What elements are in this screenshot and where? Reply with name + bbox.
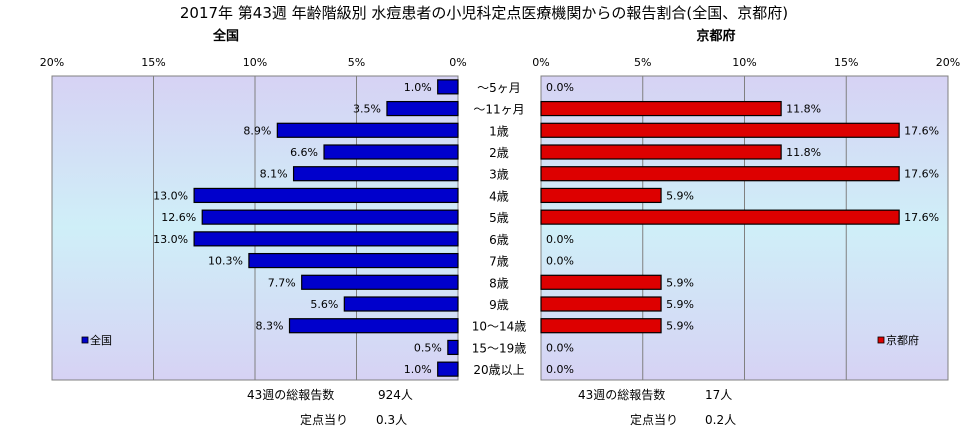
national-bar xyxy=(437,361,459,377)
kyoto-bar xyxy=(540,296,662,312)
national-legend-label: 全国 xyxy=(90,333,112,347)
kyoto-tick-label: 5% xyxy=(634,56,651,69)
national-bar xyxy=(193,187,459,204)
kyoto-data-label: 11.8% xyxy=(786,146,821,159)
national-data-label: 12.6% xyxy=(161,211,196,224)
national-bar xyxy=(437,79,459,95)
national-data-label: 3.5% xyxy=(353,103,381,116)
category-label: ～11ヶ月 xyxy=(473,103,524,117)
national-bar xyxy=(386,100,459,117)
national-data-label: 1.0% xyxy=(404,81,432,94)
category-label: 15～19歳 xyxy=(472,341,527,355)
category-label: 10～14歳 xyxy=(472,320,527,334)
national-data-label: 8.1% xyxy=(260,168,288,181)
national-per-value: 0.3人 xyxy=(376,413,408,427)
category-label: 5歳 xyxy=(489,211,509,225)
kyoto-data-label: 17.6% xyxy=(904,124,939,137)
kyoto-bar xyxy=(540,100,782,117)
category-label: 3歳 xyxy=(489,168,509,182)
kyoto-bar xyxy=(540,144,782,160)
national-data-label: 0.5% xyxy=(414,341,442,354)
national-bar xyxy=(343,296,459,312)
category-label: 6歳 xyxy=(489,233,509,247)
national-data-label: 8.9% xyxy=(243,124,271,137)
national-data-label: 1.0% xyxy=(404,363,432,376)
kyoto-data-label: 17.6% xyxy=(904,168,939,181)
kyoto-total-label: 43週の総報告数 xyxy=(578,388,666,402)
category-label: 9歳 xyxy=(489,298,509,312)
national-tick-label: 15% xyxy=(141,56,165,69)
kyoto-total-value: 17人 xyxy=(705,388,733,402)
category-label: 20歳以上 xyxy=(473,363,524,377)
national-tick-label: 0% xyxy=(449,56,466,69)
kyoto-bar xyxy=(540,187,662,204)
category-labels: ～5ヶ月 ～11ヶ月 1歳 2歳 3歳 4歳 5歳 6歳 7歳 8歳 9歳 10～14歳 15～19歳 2… xyxy=(472,81,527,377)
national-data-label: 13.0% xyxy=(153,233,188,246)
national-data-label: 8.3% xyxy=(256,320,284,333)
national-data-label: 7.7% xyxy=(268,276,296,289)
kyoto-data-label: 5.9% xyxy=(666,298,694,311)
kyoto-legend-swatch xyxy=(877,336,885,344)
kyoto-data-label: 0.0% xyxy=(546,363,574,376)
national-data-label: 13.0% xyxy=(153,189,188,202)
kyoto-data-label: 5.9% xyxy=(666,320,694,333)
kyoto-data-label: 0.0% xyxy=(546,233,574,246)
category-label: 1歳 xyxy=(489,124,509,138)
kyoto-per-value: 0.2人 xyxy=(705,413,737,427)
national-per-label: 定点当り xyxy=(300,413,349,427)
kyoto-data-label: 0.0% xyxy=(546,255,574,268)
kyoto-tick-label: 20% xyxy=(936,56,960,69)
kyoto-data-label: 0.0% xyxy=(546,341,574,354)
national-bar xyxy=(301,274,459,290)
kyoto-data-label: 5.9% xyxy=(666,189,694,202)
national-data-label: 6.6% xyxy=(290,146,318,159)
national-bar xyxy=(447,339,459,356)
national-bar xyxy=(288,318,459,334)
kyoto-bar xyxy=(540,166,900,182)
kyoto-data-label: 0.0% xyxy=(546,81,574,94)
national-data-label: 10.3% xyxy=(208,255,243,268)
national-data-label: 5.6% xyxy=(310,298,338,311)
national-legend-swatch xyxy=(81,336,89,344)
national-total-label: 43週の総報告数 xyxy=(247,388,335,402)
kyoto-bar xyxy=(540,318,662,334)
national-total-value: 924人 xyxy=(378,388,413,402)
chart-title: 2017年 第43週 年齢階級別 水痘患者の小児科定点医療機関からの報告割合(全… xyxy=(180,4,788,22)
national-tick-label: 20% xyxy=(40,56,64,69)
kyoto-bar xyxy=(540,274,662,290)
national-tick-label: 10% xyxy=(243,56,267,69)
kyoto-data-label: 11.8% xyxy=(786,103,821,116)
kyoto-tick-label: 10% xyxy=(732,56,756,69)
national-bar xyxy=(193,231,459,247)
kyoto-bar xyxy=(540,209,900,225)
kyoto-data-label: 5.9% xyxy=(666,276,694,289)
national-bar xyxy=(276,122,459,138)
national-panel: 0% 5% 10% 15% 20% 全国 1.0% 3.5% 8.9% 6.6%8.1% 13.0%… xyxy=(40,28,467,381)
national-bar xyxy=(248,252,459,269)
kyoto-tick-label: 15% xyxy=(834,56,858,69)
category-label: 2歳 xyxy=(489,146,509,160)
national-bar xyxy=(292,166,459,182)
national-tick-label: 5% xyxy=(348,56,365,69)
category-label: 4歳 xyxy=(489,189,509,203)
kyoto-legend-label: 京都府 xyxy=(886,333,919,347)
kyoto-panel: 0% 5% 10% 15% 20% 京都府 0.0% 11.8% 17.6% 11.8% 17.6%… xyxy=(532,28,960,381)
category-label: 7歳 xyxy=(489,255,509,269)
category-label: ～5ヶ月 xyxy=(477,81,521,95)
kyoto-bar xyxy=(540,122,900,138)
category-label: 8歳 xyxy=(489,276,509,290)
kyoto-data-label: 17.6% xyxy=(904,211,939,224)
kyoto-tick-label: 0% xyxy=(532,56,549,69)
national-panel-title: 全国 xyxy=(212,28,239,44)
national-bar xyxy=(201,209,459,225)
kyoto-panel-title: 京都府 xyxy=(696,28,735,44)
kyoto-per-label: 定点当り xyxy=(630,413,679,427)
national-bar xyxy=(323,144,459,160)
